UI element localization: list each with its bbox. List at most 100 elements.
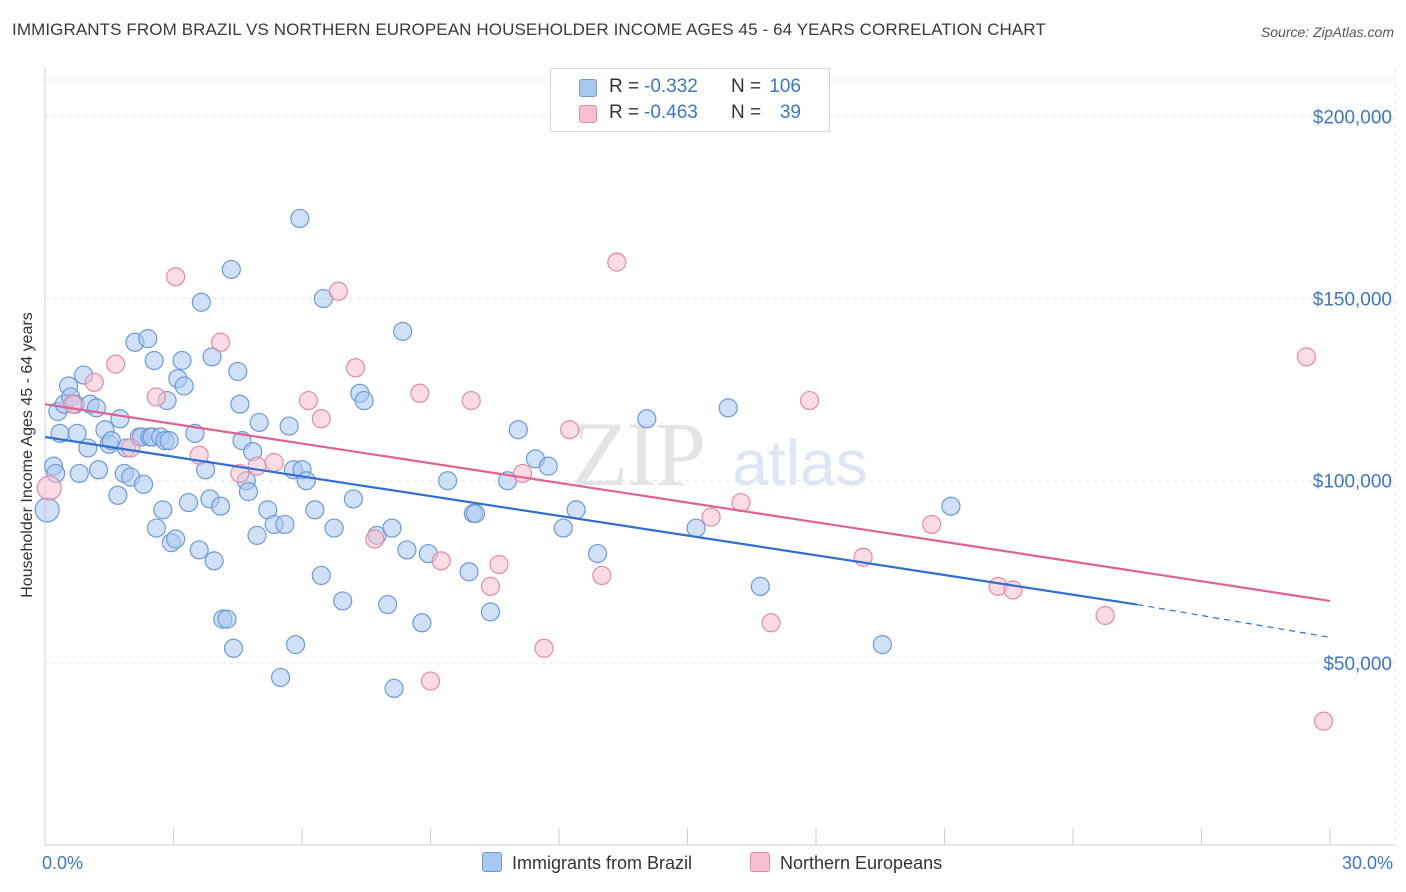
- trend-lines: [44, 403, 1331, 638]
- swatch-northern: [579, 105, 597, 123]
- point-brazil: [285, 635, 306, 655]
- point-northern: [420, 671, 441, 691]
- point-northern: [311, 409, 331, 429]
- point-brazil: [279, 416, 299, 436]
- point-northern: [1296, 347, 1317, 367]
- point-brazil: [343, 489, 363, 509]
- point-brazil: [172, 350, 192, 371]
- y-tick-label: $200,000: [1313, 107, 1392, 128]
- point-northern: [534, 638, 554, 658]
- point-brazil: [324, 518, 344, 538]
- r-value: -0.463: [644, 102, 698, 123]
- x-tick-label: 30.0%: [1342, 853, 1393, 873]
- point-brazil: [333, 591, 353, 611]
- point-northern: [36, 475, 62, 501]
- tick-labels: $50,000 $100,000 $150,000 $200,000 0.0% 30.0%: [42, 107, 1393, 873]
- point-northern: [922, 514, 942, 535]
- legend-label-northern: Northern Europeans: [780, 853, 943, 873]
- point-brazil: [166, 529, 186, 549]
- point-northern: [607, 252, 627, 272]
- point-northern: [592, 565, 612, 586]
- point-brazil: [247, 525, 267, 545]
- point-brazil: [508, 420, 528, 440]
- point-northern: [298, 390, 319, 411]
- r-label: R =: [609, 76, 640, 97]
- point-northern: [345, 358, 366, 378]
- legend-item-brazil[interactable]: Immigrants from Brazil: [482, 852, 692, 874]
- point-brazil: [378, 594, 398, 615]
- point-northern: [1313, 711, 1334, 731]
- point-brazil: [144, 350, 164, 371]
- point-brazil: [311, 565, 331, 586]
- n-value: 106: [769, 76, 801, 97]
- point-northern: [328, 281, 349, 301]
- point-brazil: [153, 500, 173, 520]
- point-brazil: [275, 514, 295, 535]
- point-brazil: [174, 376, 194, 396]
- point-brazil: [228, 361, 248, 382]
- point-brazil: [296, 471, 316, 491]
- y-tick-label: $100,000: [1313, 472, 1392, 493]
- source-credit: Source: ZipAtlas.com: [1260, 24, 1394, 40]
- point-northern: [761, 613, 781, 633]
- watermark-atlas: atlas: [732, 427, 867, 499]
- point-northern: [84, 372, 104, 392]
- point-brazil: [412, 613, 432, 633]
- point-brazil: [718, 398, 738, 418]
- point-northern: [247, 456, 267, 476]
- point-brazil: [305, 500, 325, 520]
- point-northern: [365, 529, 385, 549]
- point-brazil: [221, 259, 241, 280]
- point-brazil: [159, 431, 179, 451]
- point-brazil: [750, 576, 770, 596]
- point-brazil: [270, 667, 291, 688]
- point-brazil: [354, 390, 374, 411]
- r-label: R =: [609, 102, 640, 123]
- point-brazil: [217, 609, 237, 629]
- point-northern: [106, 354, 126, 374]
- point-northern: [264, 452, 284, 473]
- watermark: ZIP atlas: [572, 403, 868, 505]
- point-brazil: [146, 518, 166, 538]
- point-brazil: [587, 543, 608, 564]
- point-northern: [799, 390, 820, 411]
- y-tick-label: $50,000: [1323, 654, 1392, 675]
- trend-line-brazil: [44, 435, 1138, 606]
- legend-swatch-brazil: [482, 852, 502, 872]
- point-brazil: [397, 540, 417, 560]
- point-brazil: [538, 456, 558, 476]
- x-tick-label: 0.0%: [42, 853, 83, 873]
- point-brazil: [686, 518, 706, 538]
- point-brazil: [204, 551, 224, 571]
- point-northern: [230, 463, 250, 484]
- point-northern: [489, 554, 509, 575]
- trend-extension-brazil: [1137, 603, 1331, 638]
- point-northern: [410, 383, 430, 403]
- point-northern: [480, 576, 501, 596]
- point-brazil: [872, 635, 892, 655]
- point-brazil: [465, 503, 486, 524]
- point-brazil: [238, 482, 259, 502]
- point-northern: [461, 390, 481, 411]
- point-northern: [121, 438, 141, 458]
- point-brazil: [384, 678, 404, 698]
- point-brazil: [566, 500, 586, 520]
- point-brazil: [230, 394, 250, 414]
- stats-legend: R = -0.332 N = 106 R = -0.463 N = 39: [550, 68, 830, 132]
- point-northern: [512, 463, 533, 484]
- legend-label-brazil: Immigrants from Brazil: [512, 853, 693, 873]
- n-label: N =: [731, 102, 762, 123]
- point-brazil: [223, 638, 244, 658]
- point-brazil: [382, 518, 402, 538]
- data-points: [34, 208, 1334, 731]
- point-brazil: [108, 485, 128, 505]
- point-brazil: [88, 460, 109, 480]
- point-northern: [701, 507, 721, 527]
- legend-swatch-northern: [750, 852, 770, 872]
- legend-item-northern[interactable]: Northern Europeans: [750, 852, 942, 874]
- point-brazil: [941, 496, 961, 516]
- chart-title: IMMIGRANTS FROM BRAZIL VS NORTHERN EUROP…: [12, 20, 1046, 39]
- point-brazil: [459, 562, 479, 582]
- point-northern: [431, 551, 451, 571]
